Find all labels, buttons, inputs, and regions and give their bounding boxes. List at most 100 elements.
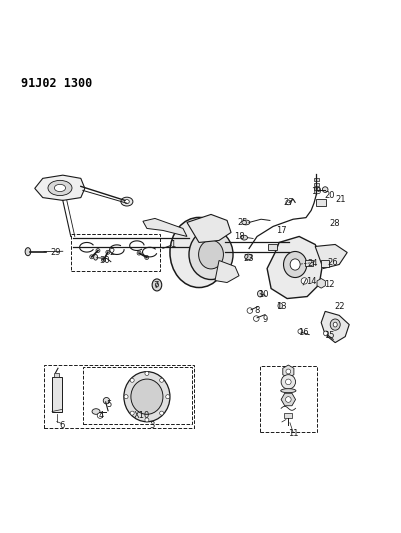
Ellipse shape — [280, 389, 295, 393]
Bar — [54, 373, 59, 377]
Circle shape — [124, 395, 128, 399]
Bar — [304, 260, 312, 265]
Text: 9: 9 — [262, 315, 267, 324]
Circle shape — [144, 255, 148, 260]
Ellipse shape — [170, 217, 227, 287]
Circle shape — [285, 369, 290, 374]
Text: 22: 22 — [333, 302, 344, 311]
Circle shape — [96, 248, 100, 253]
Ellipse shape — [124, 372, 170, 422]
Text: 27: 27 — [282, 198, 293, 207]
Text: 21: 21 — [334, 195, 345, 204]
Circle shape — [130, 411, 134, 415]
Polygon shape — [215, 261, 239, 282]
Text: 26: 26 — [326, 258, 337, 267]
Ellipse shape — [54, 184, 65, 191]
Text: 7: 7 — [153, 281, 158, 290]
Text: 5: 5 — [106, 400, 111, 409]
Text: 18: 18 — [233, 232, 244, 241]
Ellipse shape — [329, 319, 339, 330]
Text: 16: 16 — [297, 328, 308, 337]
Bar — [316, 199, 326, 206]
Bar — [313, 177, 318, 181]
Circle shape — [285, 200, 290, 205]
Ellipse shape — [290, 259, 300, 270]
Text: 1: 1 — [170, 240, 175, 249]
Ellipse shape — [25, 248, 30, 256]
Ellipse shape — [152, 279, 161, 291]
Polygon shape — [34, 175, 85, 200]
Text: 19: 19 — [310, 187, 321, 196]
Text: 10: 10 — [257, 290, 268, 299]
Text: 15: 15 — [323, 331, 334, 340]
Bar — [320, 260, 328, 268]
Ellipse shape — [155, 283, 158, 287]
Circle shape — [89, 255, 93, 259]
Circle shape — [165, 395, 169, 399]
Bar — [313, 183, 318, 186]
Ellipse shape — [124, 199, 129, 204]
Circle shape — [285, 379, 290, 385]
Text: 24: 24 — [306, 259, 317, 268]
Text: 29: 29 — [51, 248, 61, 257]
Text: 11: 11 — [287, 430, 298, 439]
Text: 30: 30 — [99, 256, 110, 264]
Text: 23: 23 — [243, 254, 254, 263]
Bar — [313, 187, 318, 190]
Circle shape — [101, 258, 105, 262]
Text: 91J02 1300: 91J02 1300 — [21, 77, 92, 91]
Text: 4: 4 — [99, 411, 104, 420]
Circle shape — [137, 251, 141, 255]
Circle shape — [300, 278, 307, 284]
Bar — [284, 413, 292, 418]
Text: 6: 6 — [59, 421, 64, 430]
Polygon shape — [266, 237, 322, 298]
Ellipse shape — [131, 379, 162, 414]
Circle shape — [247, 308, 252, 313]
Ellipse shape — [121, 197, 133, 206]
Text: 20: 20 — [323, 191, 334, 200]
Ellipse shape — [244, 254, 251, 260]
Polygon shape — [186, 214, 231, 243]
Text: 14: 14 — [305, 277, 316, 286]
Ellipse shape — [93, 254, 97, 260]
Ellipse shape — [283, 252, 306, 278]
Ellipse shape — [257, 290, 262, 297]
Ellipse shape — [48, 180, 72, 196]
Polygon shape — [314, 245, 346, 269]
Ellipse shape — [188, 229, 233, 279]
Text: 2: 2 — [109, 248, 114, 257]
Bar — [52, 377, 61, 411]
Ellipse shape — [241, 220, 249, 225]
Circle shape — [280, 375, 295, 389]
Text: 25: 25 — [237, 218, 248, 227]
Ellipse shape — [241, 235, 247, 240]
Text: 28: 28 — [328, 219, 339, 228]
Ellipse shape — [92, 409, 100, 414]
Text: 8: 8 — [254, 306, 259, 315]
Text: 12: 12 — [323, 280, 334, 289]
Circle shape — [159, 411, 163, 415]
Circle shape — [144, 372, 148, 375]
Circle shape — [159, 378, 163, 382]
Ellipse shape — [198, 240, 223, 269]
Circle shape — [105, 251, 109, 254]
Bar — [267, 244, 276, 249]
Text: 3: 3 — [149, 421, 154, 430]
Circle shape — [144, 418, 148, 422]
Circle shape — [297, 329, 302, 334]
Ellipse shape — [277, 303, 282, 309]
Text: X10: X10 — [134, 411, 150, 420]
Text: 13: 13 — [275, 302, 286, 311]
Text: 17: 17 — [275, 226, 286, 235]
Circle shape — [97, 413, 103, 418]
Polygon shape — [320, 311, 348, 343]
Polygon shape — [143, 219, 186, 237]
Circle shape — [103, 398, 109, 404]
Circle shape — [285, 397, 290, 402]
Circle shape — [253, 316, 258, 321]
Circle shape — [323, 331, 328, 336]
Ellipse shape — [332, 322, 336, 327]
Circle shape — [130, 378, 134, 382]
Circle shape — [322, 187, 327, 192]
